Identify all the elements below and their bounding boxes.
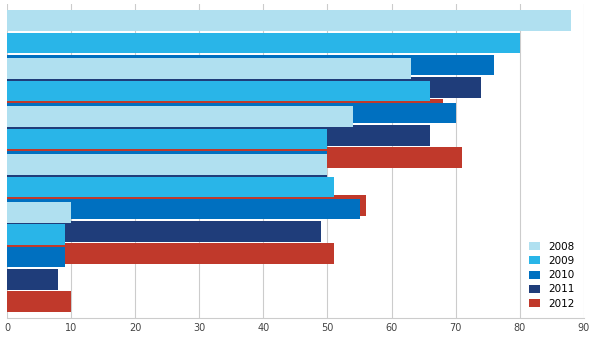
Bar bbox=[7, 55, 494, 75]
Bar bbox=[7, 125, 430, 146]
Bar bbox=[7, 128, 327, 149]
Bar bbox=[7, 81, 430, 101]
Bar bbox=[7, 243, 334, 264]
Bar bbox=[7, 147, 462, 168]
Bar bbox=[7, 177, 334, 197]
Bar bbox=[7, 77, 481, 98]
Bar bbox=[7, 33, 520, 53]
Bar bbox=[7, 247, 65, 267]
Bar bbox=[7, 154, 327, 175]
Bar bbox=[7, 173, 327, 193]
Bar bbox=[7, 99, 443, 120]
Bar bbox=[7, 269, 58, 289]
Bar bbox=[7, 103, 456, 123]
Bar bbox=[7, 58, 411, 79]
Bar bbox=[7, 202, 71, 223]
Bar bbox=[7, 221, 321, 242]
Bar bbox=[7, 199, 359, 219]
Legend: 2008, 2009, 2010, 2011, 2012: 2008, 2009, 2010, 2011, 2012 bbox=[525, 238, 579, 313]
Bar bbox=[7, 10, 571, 31]
Bar bbox=[7, 224, 65, 245]
Bar bbox=[7, 106, 353, 127]
Bar bbox=[7, 151, 327, 171]
Bar bbox=[7, 195, 366, 216]
Bar bbox=[7, 292, 71, 312]
